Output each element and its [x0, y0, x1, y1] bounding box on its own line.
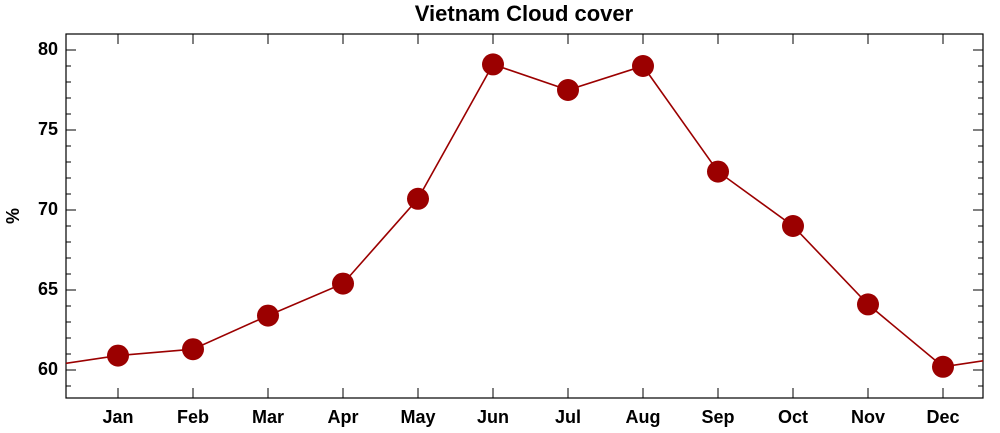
x-tick-label: Jul	[555, 407, 581, 427]
x-tick-label: Dec	[926, 407, 959, 427]
data-line	[117, 63, 944, 368]
data-point	[407, 187, 429, 210]
y-tick-label: 65	[38, 279, 58, 299]
wrap-line	[942, 360, 983, 368]
x-tick-label: Nov	[851, 407, 885, 427]
data-point	[707, 160, 729, 183]
y-axis-label: %	[3, 208, 23, 224]
x-tick-label: May	[400, 407, 435, 427]
data-point	[632, 55, 654, 77]
y-tick-label: 75	[38, 119, 58, 139]
x-tick-label: Aug	[626, 407, 661, 427]
x-tick-label: Feb	[177, 407, 209, 427]
plot-frame	[65, 33, 984, 399]
x-tick-label: Oct	[778, 407, 808, 427]
x-tick-label: Jun	[477, 407, 509, 427]
x-tick-label: Mar	[252, 407, 284, 427]
y-tick-label: 70	[38, 199, 58, 219]
wrap-line	[66, 354, 119, 365]
x-tick-label: Jan	[102, 407, 133, 427]
plot-area	[66, 53, 983, 378]
data-point	[482, 53, 504, 76]
data-point	[857, 293, 879, 316]
data-point	[332, 272, 354, 295]
data-point	[932, 355, 954, 378]
y-tick-label: 60	[38, 359, 58, 379]
data-point	[257, 304, 279, 327]
x-tick-label: Sep	[701, 407, 734, 427]
data-point	[182, 338, 204, 361]
chart-title: Vietnam Cloud cover	[415, 1, 634, 26]
data-point	[107, 344, 129, 367]
data-point	[557, 79, 579, 101]
data-point	[782, 215, 804, 237]
x-tick-label: Apr	[328, 407, 359, 427]
y-tick-label: 80	[38, 39, 58, 59]
